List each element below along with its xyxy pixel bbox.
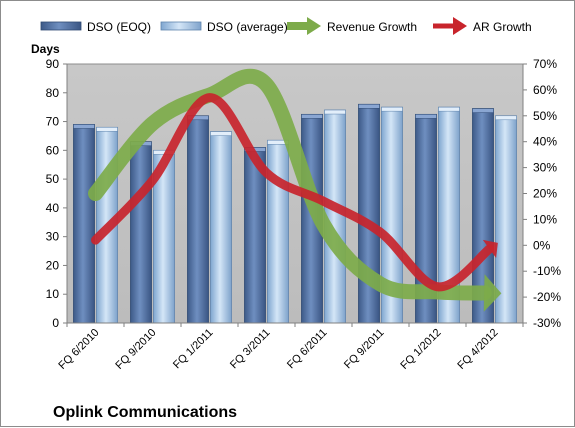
bar-dso-average-cap (210, 131, 232, 136)
y2-tick-label: 40% (533, 135, 557, 149)
bar-dso-eoq-cap (301, 114, 323, 119)
y2-tick-label: 30% (533, 161, 557, 175)
bar-dso-average-cap (495, 115, 517, 121)
bar-dso-average (210, 131, 232, 324)
y-tick-label: 20 (46, 258, 60, 272)
y2-tick-label: 70% (533, 57, 557, 71)
bar-dso-eoq (130, 141, 152, 324)
ar-growth-arrow-line (91, 93, 494, 292)
bar-dso-eoq (187, 115, 209, 324)
bar-dso-eoq-cap (73, 124, 95, 129)
y-tick-label: 60 (46, 143, 60, 157)
legend-swatch-head (307, 17, 321, 35)
legend-label: Revenue Growth (327, 20, 417, 34)
bar-dso-eoq-cap (415, 114, 437, 119)
x-tick-label: FQ 9/2010 (113, 327, 158, 372)
y-tick-label: 50 (46, 172, 60, 186)
x-tick-label: FQ 6/2010 (56, 327, 101, 372)
y2-tick-label: -10% (533, 264, 561, 278)
x-tick-label: FQ 4/2012 (455, 327, 500, 372)
y-tick-label: 0 (52, 316, 59, 330)
y-tick-label: 10 (46, 287, 60, 301)
ar-growth-arrow-head (482, 239, 498, 259)
x-tick-label: FQ 3/2011 (228, 327, 273, 372)
y2-tick-label: 60% (533, 83, 557, 97)
bar-dso-average-cap (381, 106, 403, 112)
x-tick-label: FQ 1/2011 (171, 327, 216, 372)
y2-tick-label: 20% (533, 187, 557, 201)
chart-title: Oplink Communications (53, 404, 237, 421)
bar-dso-eoq-cap (472, 108, 494, 113)
bar-dso-average-cap (324, 109, 346, 115)
y2-tick-label: -30% (533, 316, 561, 330)
y-tick-label: 80 (46, 86, 60, 100)
legend-label: DSO (EOQ) (87, 20, 151, 34)
legend-swatch (160, 21, 202, 31)
y2-tick-label: 10% (533, 212, 557, 226)
legend-label: AR Growth (473, 20, 532, 34)
bar-dso-eoq-cap (358, 104, 380, 109)
bar-dso-average-cap (96, 127, 118, 132)
legend-swatch (40, 21, 82, 31)
y-tick-label: 90 (46, 57, 60, 71)
bar-dso-eoq (73, 124, 95, 324)
y2-tick-label: 50% (533, 109, 557, 123)
y-axis-title: Days (31, 42, 60, 56)
y-tick-label: 40 (46, 201, 60, 215)
bar-dso-average-cap (438, 106, 460, 112)
x-tick-label: FQ 9/2011 (342, 327, 387, 372)
legend-label: DSO (average) (207, 20, 288, 34)
revenue-growth-arrow-head (483, 274, 502, 312)
y2-tick-label: -20% (533, 290, 561, 304)
y-tick-label: 70 (46, 115, 60, 129)
bar-dso-average (267, 139, 289, 324)
revenue-growth-arrow-line (88, 68, 492, 301)
y-tick-label: 30 (46, 230, 60, 244)
legend-swatch-head (453, 17, 467, 35)
y2-tick-label: 0% (533, 238, 551, 252)
x-tick-label: FQ 1/2012 (398, 327, 443, 372)
x-tick-label: FQ 6/2011 (285, 327, 330, 372)
